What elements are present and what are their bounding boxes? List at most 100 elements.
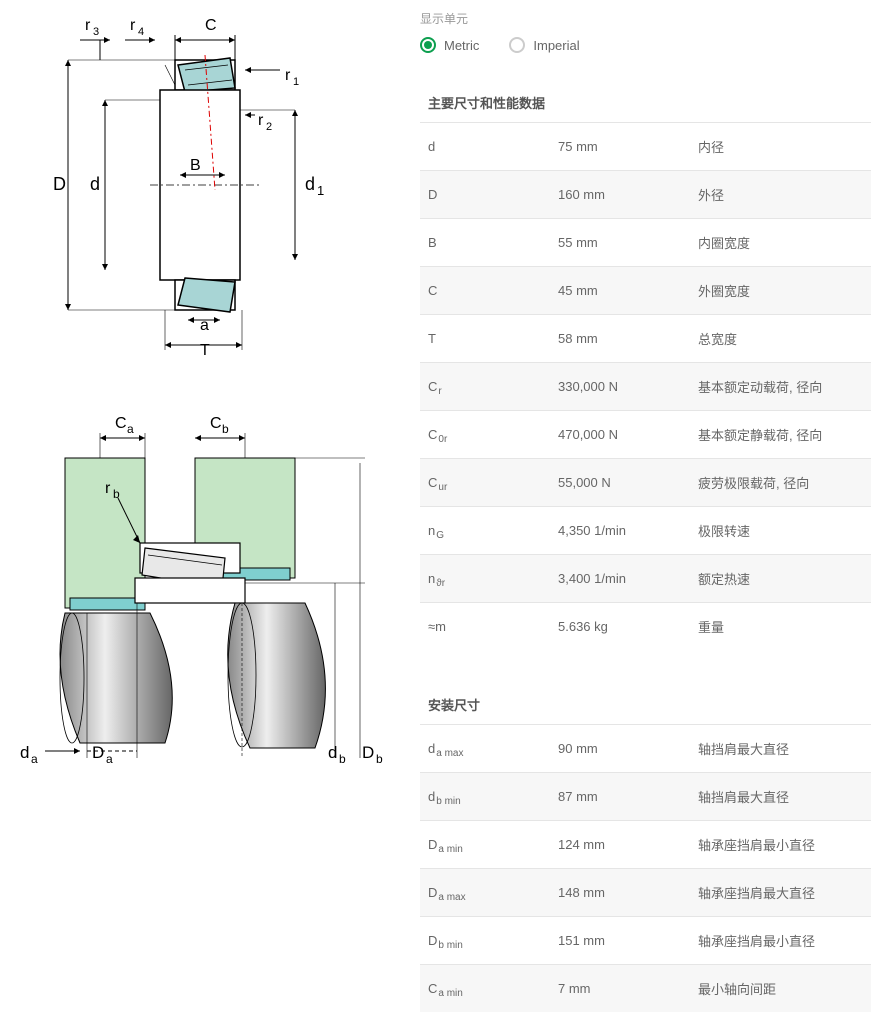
symbol-cell: Ca min <box>420 965 550 1013</box>
radio-selected-icon <box>420 37 436 53</box>
unit-selector: Metric Imperial <box>420 37 871 53</box>
value-cell: 45 mm <box>550 267 690 315</box>
svg-text:d: d <box>328 743 337 762</box>
value-cell: 148 mm <box>550 869 690 917</box>
value-cell: 330,000 N <box>550 363 690 411</box>
desc-cell: 外径 <box>690 171 871 219</box>
svg-text:r: r <box>258 112 264 129</box>
svg-text:3: 3 <box>93 26 99 38</box>
data-row: Cur55,000 N疲劳极限载荷, 径向 <box>420 459 871 507</box>
value-cell: 470,000 N <box>550 411 690 459</box>
svg-text:a: a <box>127 422 134 436</box>
symbol-cell: nϑr <box>420 555 550 603</box>
svg-text:D: D <box>92 743 104 762</box>
value-cell: 124 mm <box>550 821 690 869</box>
desc-cell: 疲劳极限载荷, 径向 <box>690 459 871 507</box>
value-cell: 58 mm <box>550 315 690 363</box>
svg-text:r: r <box>105 480 111 497</box>
symbol-cell: Da max <box>420 869 550 917</box>
value-cell: 7 mm <box>550 965 690 1013</box>
mounting-dims-title: 安装尺寸 <box>420 685 871 724</box>
svg-text:r: r <box>85 17 91 34</box>
symbol-cell: da max <box>420 725 550 773</box>
svg-text:1: 1 <box>317 183 324 198</box>
symbol-cell: ≈m <box>420 603 550 651</box>
imperial-label: Imperial <box>533 38 579 53</box>
metric-label: Metric <box>444 38 479 53</box>
desc-cell: 轴承座挡肩最小直径 <box>690 917 871 965</box>
symbol-cell: C <box>420 267 550 315</box>
svg-text:b: b <box>339 752 346 766</box>
value-cell: 75 mm <box>550 123 690 171</box>
symbol-cell: B <box>420 219 550 267</box>
value-cell: 90 mm <box>550 725 690 773</box>
data-row: D160 mm外径 <box>420 171 871 219</box>
svg-text:r: r <box>130 17 136 34</box>
desc-cell: 总宽度 <box>690 315 871 363</box>
value-cell: 55,000 N <box>550 459 690 507</box>
desc-cell: 轴承座挡肩最小直径 <box>690 821 871 869</box>
svg-text:a: a <box>31 752 38 766</box>
data-row: T58 mm总宽度 <box>420 315 871 363</box>
svg-text:r: r <box>285 67 291 84</box>
svg-text:d: d <box>90 174 100 194</box>
value-cell: 151 mm <box>550 917 690 965</box>
data-row: C0r470,000 N基本额定静载荷, 径向 <box>420 411 871 459</box>
desc-cell: 最小轴向间距 <box>690 965 871 1013</box>
main-dims-table: d75 mm内径D160 mm外径B55 mm内圈宽度C45 mm外圈宽度T58… <box>420 122 871 650</box>
svg-text:D: D <box>362 743 374 762</box>
symbol-cell: d <box>420 123 550 171</box>
svg-text:2: 2 <box>266 121 272 133</box>
main-dims-title: 主要尺寸和性能数据 <box>420 83 871 122</box>
symbol-cell: C0r <box>420 411 550 459</box>
svg-text:C: C <box>115 415 127 432</box>
svg-text:D: D <box>53 174 66 194</box>
svg-text:b: b <box>222 422 229 436</box>
data-row: Da max148 mm轴承座挡肩最大直径 <box>420 869 871 917</box>
svg-text:1: 1 <box>293 76 299 88</box>
desc-cell: 内径 <box>690 123 871 171</box>
desc-cell: 轴挡肩最大直径 <box>690 773 871 821</box>
symbol-cell: T <box>420 315 550 363</box>
value-cell: 5.636 kg <box>550 603 690 651</box>
symbol-cell: Db min <box>420 917 550 965</box>
imperial-radio[interactable]: Imperial <box>509 37 579 53</box>
data-row: db min87 mm轴挡肩最大直径 <box>420 773 871 821</box>
value-cell: 160 mm <box>550 171 690 219</box>
mounting-dims-table: da max90 mm轴挡肩最大直径db min87 mm轴挡肩最大直径Da m… <box>420 724 871 1012</box>
data-row: B55 mm内圈宽度 <box>420 219 871 267</box>
desc-cell: 轴承座挡肩最大直径 <box>690 869 871 917</box>
svg-text:C: C <box>205 17 217 34</box>
bearing-cross-section-diagram: r3 r4 C r1 r2 <box>10 10 390 363</box>
symbol-cell: db min <box>420 773 550 821</box>
value-cell: 55 mm <box>550 219 690 267</box>
desc-cell: 基本额定动载荷, 径向 <box>690 363 871 411</box>
value-cell: 4,350 1/min <box>550 507 690 555</box>
desc-cell: 外圈宽度 <box>690 267 871 315</box>
symbol-cell: Da min <box>420 821 550 869</box>
symbol-cell: Cr <box>420 363 550 411</box>
desc-cell: 额定热速 <box>690 555 871 603</box>
data-row: Cr330,000 N基本额定动载荷, 径向 <box>420 363 871 411</box>
metric-radio[interactable]: Metric <box>420 37 479 53</box>
svg-text:d: d <box>20 743 29 762</box>
desc-cell: 内圈宽度 <box>690 219 871 267</box>
data-row: nG4,350 1/min极限转速 <box>420 507 871 555</box>
svg-text:B: B <box>190 157 201 174</box>
svg-text:a: a <box>106 752 113 766</box>
units-header: 显示单元 <box>420 10 871 27</box>
symbol-cell: nG <box>420 507 550 555</box>
desc-cell: 极限转速 <box>690 507 871 555</box>
svg-text:C: C <box>210 415 222 432</box>
data-row: Ca min7 mm最小轴向间距 <box>420 965 871 1013</box>
svg-text:b: b <box>376 752 383 766</box>
desc-cell: 基本额定静载荷, 径向 <box>690 411 871 459</box>
data-row: da max90 mm轴挡肩最大直径 <box>420 725 871 773</box>
data-row: Da min124 mm轴承座挡肩最小直径 <box>420 821 871 869</box>
symbol-cell: Cur <box>420 459 550 507</box>
desc-cell: 重量 <box>690 603 871 651</box>
desc-cell: 轴挡肩最大直径 <box>690 725 871 773</box>
data-row: nϑr3,400 1/min额定热速 <box>420 555 871 603</box>
mounting-diagram: Ca Cb r b <box>10 403 390 786</box>
data-row: Db min151 mm轴承座挡肩最小直径 <box>420 917 871 965</box>
